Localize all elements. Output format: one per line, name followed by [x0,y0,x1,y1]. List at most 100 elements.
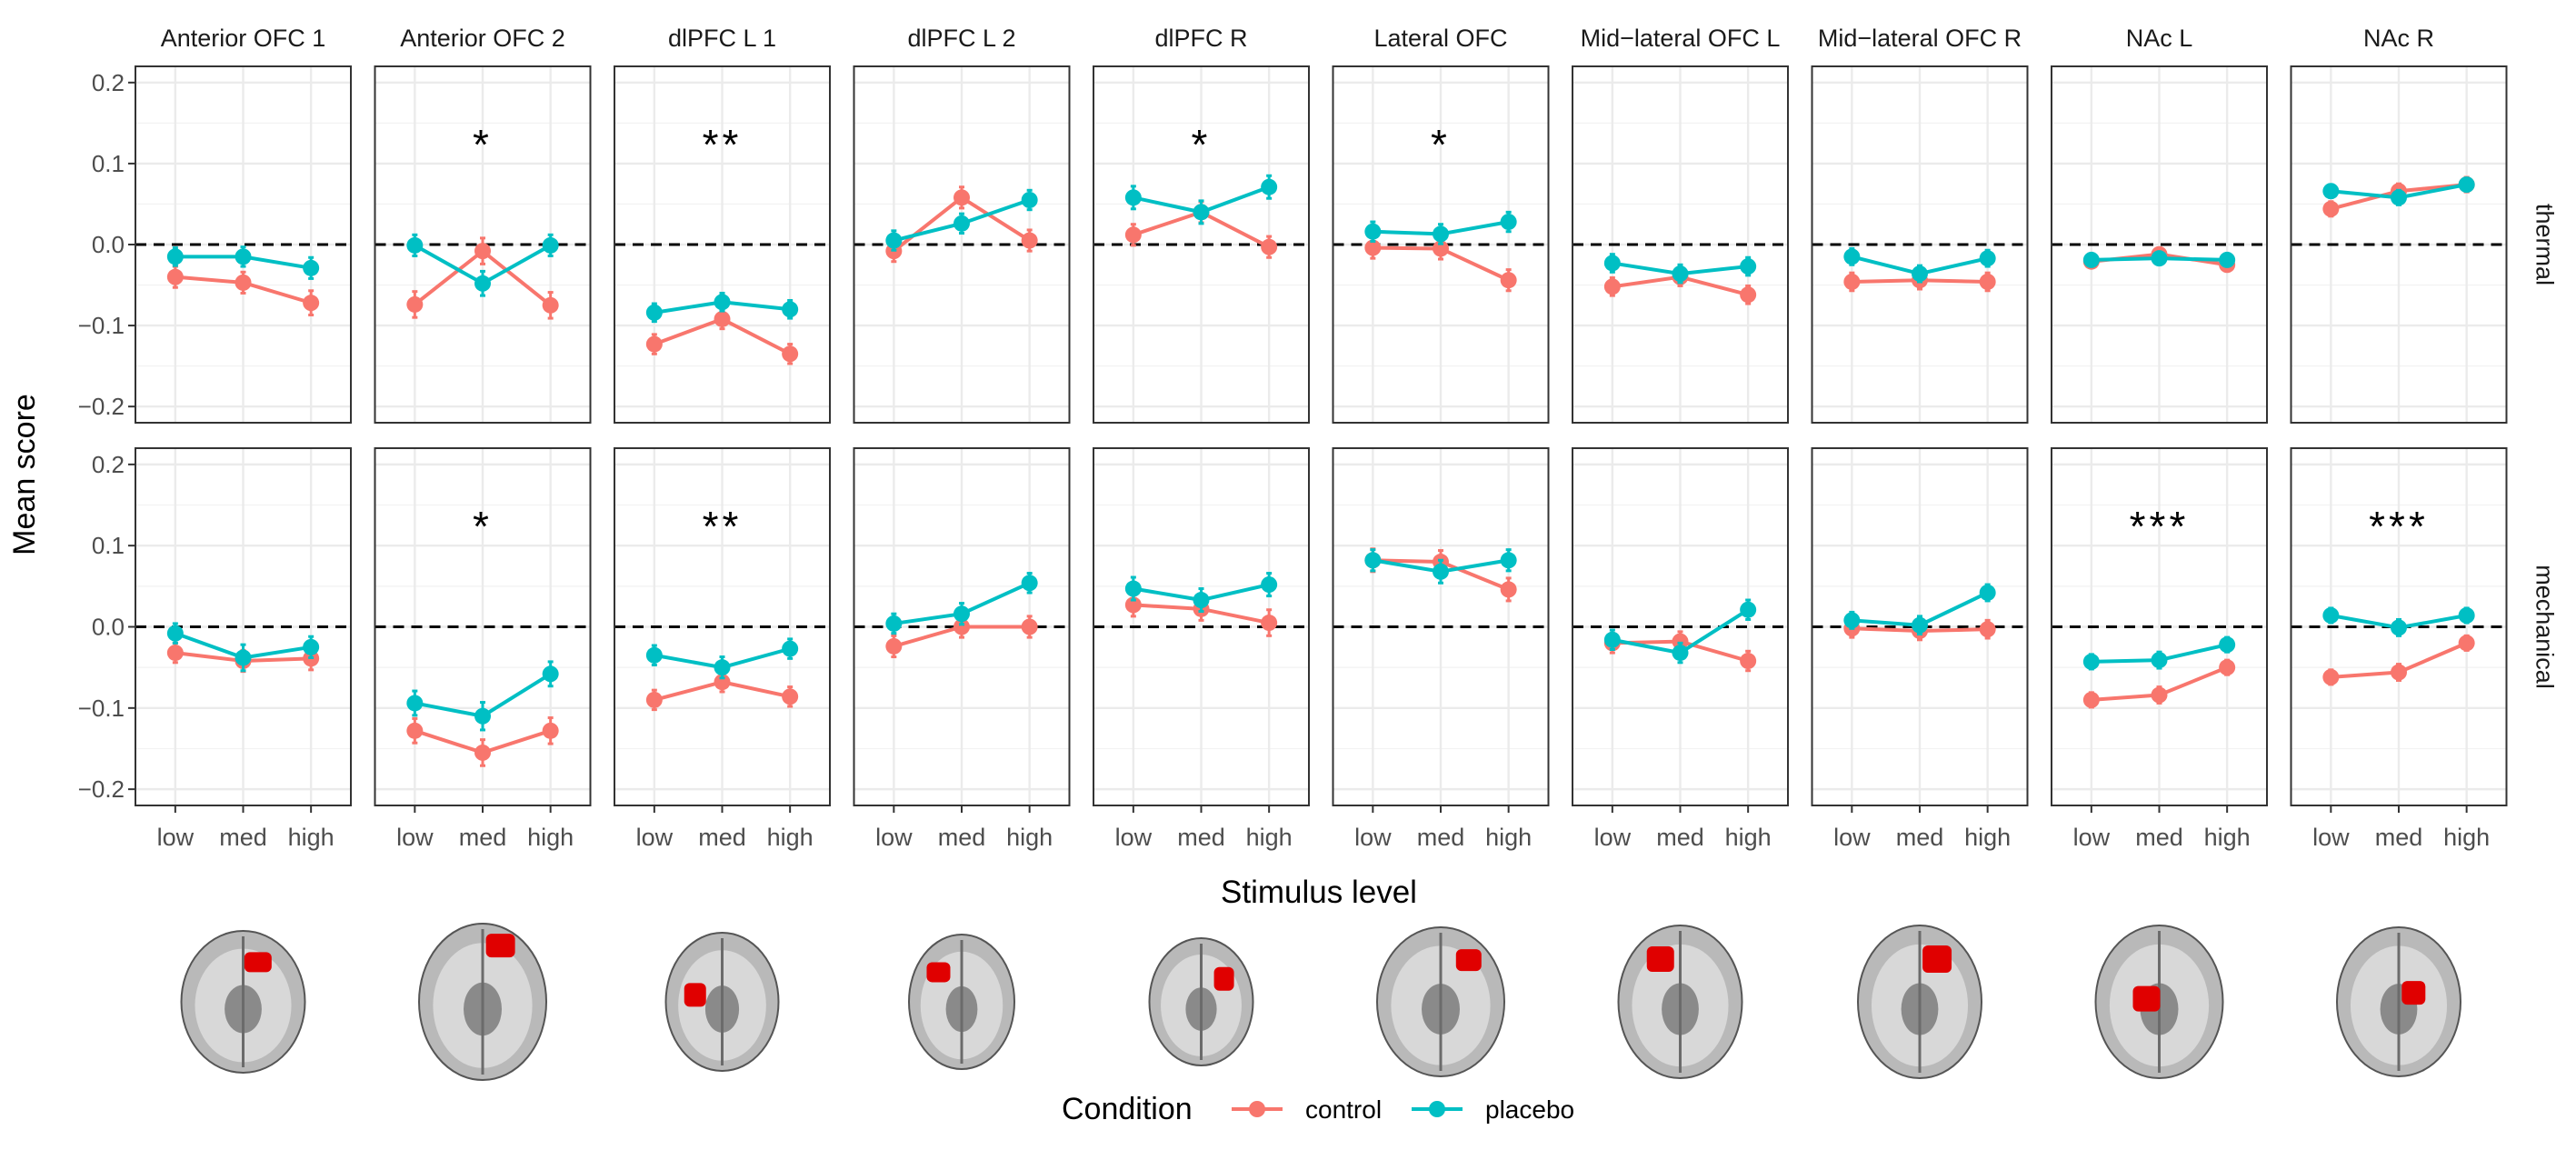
significance-marker: *** [2130,503,2190,550]
brain-axial-slice-icon [1857,925,1982,1079]
placebo-point [406,236,424,254]
control-point [1261,615,1278,632]
panel-9-mechanical: *** mechanical low med high [2290,447,2559,851]
placebo-point [2458,176,2475,194]
placebo-point [782,640,799,657]
placebo-point [1843,612,1861,629]
control-point [2322,200,2340,217]
facet-strip-label: Lateral OFC [1373,25,1507,52]
placebo-point [1021,192,1038,208]
placebo-point [2391,619,2407,636]
brain-axial-slice-icon [1376,926,1505,1077]
x-tick-label: high [2204,824,2251,851]
placebo-point [474,707,491,725]
brain-axial-slice-icon [418,923,547,1081]
x-tick-label: high [527,824,574,851]
placebo-point [1500,214,1517,231]
y-tick-label: 0.2 [92,451,125,478]
control-point [1740,653,1757,670]
y-tick-label: −0.1 [78,695,125,722]
placebo-point [1843,248,1861,265]
placebo-point [714,294,731,311]
x-tick-label: low [1354,824,1392,851]
x-tick-label: high [1725,824,1772,851]
facet-strip-label: Mid−lateral OFC L [1581,25,1781,52]
significance-marker: * [473,503,493,550]
x-tick-label: low [2073,824,2111,851]
panel-7-mechanical: low med high [1811,447,2029,851]
control-point [166,268,184,285]
control-point [542,296,559,314]
panel-2-thermal: ** [614,65,831,424]
placebo-point [1364,223,1382,240]
control-point [1979,621,1996,638]
control-point [1124,596,1142,614]
control-point [235,274,252,291]
control-point [645,335,663,353]
brain-axial-slice-icon [664,932,780,1072]
brain-axial-slice-icon [1148,937,1254,1066]
placebo-point [303,638,320,655]
control-point [714,310,731,327]
panel-border [614,65,831,424]
y-axis-label: Mean score [7,394,42,555]
facet-strip-label: NAc R [2363,25,2434,52]
panel-4-thermal: * [1093,65,1310,424]
roi-highlight [1213,966,1234,991]
control-point [406,295,424,313]
significance-marker: *** [2369,503,2429,550]
placebo-point [474,275,491,292]
x-axis-label: Stimulus level [1221,875,1417,910]
facet-strip-label: NAc L [2126,25,2193,52]
legend-title: Condition [1062,1092,1193,1126]
x-tick-label: low [2312,824,2350,851]
placebo-point [303,259,320,276]
facet-strip-label: dlPFC R [1154,25,1247,52]
control-point [542,722,559,739]
placebo-point [2322,183,2340,200]
control-point [782,688,799,705]
placebo-point [2151,652,2168,669]
control-point [1500,272,1517,289]
x-tick-label: low [1594,824,1632,851]
placebo-point [2322,606,2340,624]
placebo-point [406,695,424,712]
x-tick-label: low [1115,824,1153,851]
legend-control-marker [1249,1101,1265,1117]
panel-grid: Anterior OFC 1 −0.2 −0.1 0.0 0.1 0.2 −0.2 −0.1 0… [78,25,2559,851]
panel-5-thermal: * [1332,65,1550,424]
control-point [1124,226,1142,244]
panel-0-thermal: −0.2 −0.1 0.0 0.1 0.2 [78,65,352,424]
brain-axial-slice-icon [2094,925,2224,1079]
x-tick-label: high [1485,824,1532,851]
brain-axial-slice-icon [908,934,1015,1070]
brain-images [180,923,2461,1081]
placebo-point [166,625,184,642]
placebo-point [1193,592,1210,609]
placebo-point [1912,265,1928,283]
roi-highlight [485,934,515,958]
control-point [1603,278,1621,295]
x-tick-label: high [1006,824,1053,851]
y-tick-label: 0.0 [92,614,125,641]
control-point [1979,273,1996,290]
placebo-point [885,232,903,249]
significance-marker: ** [703,121,743,168]
panel-border [2290,65,2508,424]
control-point [1021,232,1038,249]
control-point [474,744,491,761]
control-point [2458,635,2475,652]
control-point [1433,240,1449,257]
placebo-point [1979,584,1996,601]
x-tick-label: med [2375,824,2423,851]
x-tick-label: low [157,824,195,851]
placebo-point [645,646,663,664]
control-point [2391,664,2407,681]
placebo-point [1979,250,1996,267]
panel-3-thermal [853,65,1071,424]
panel-border [1093,65,1310,424]
panel-border [1811,65,2029,424]
panel-6-thermal [1572,65,1789,424]
